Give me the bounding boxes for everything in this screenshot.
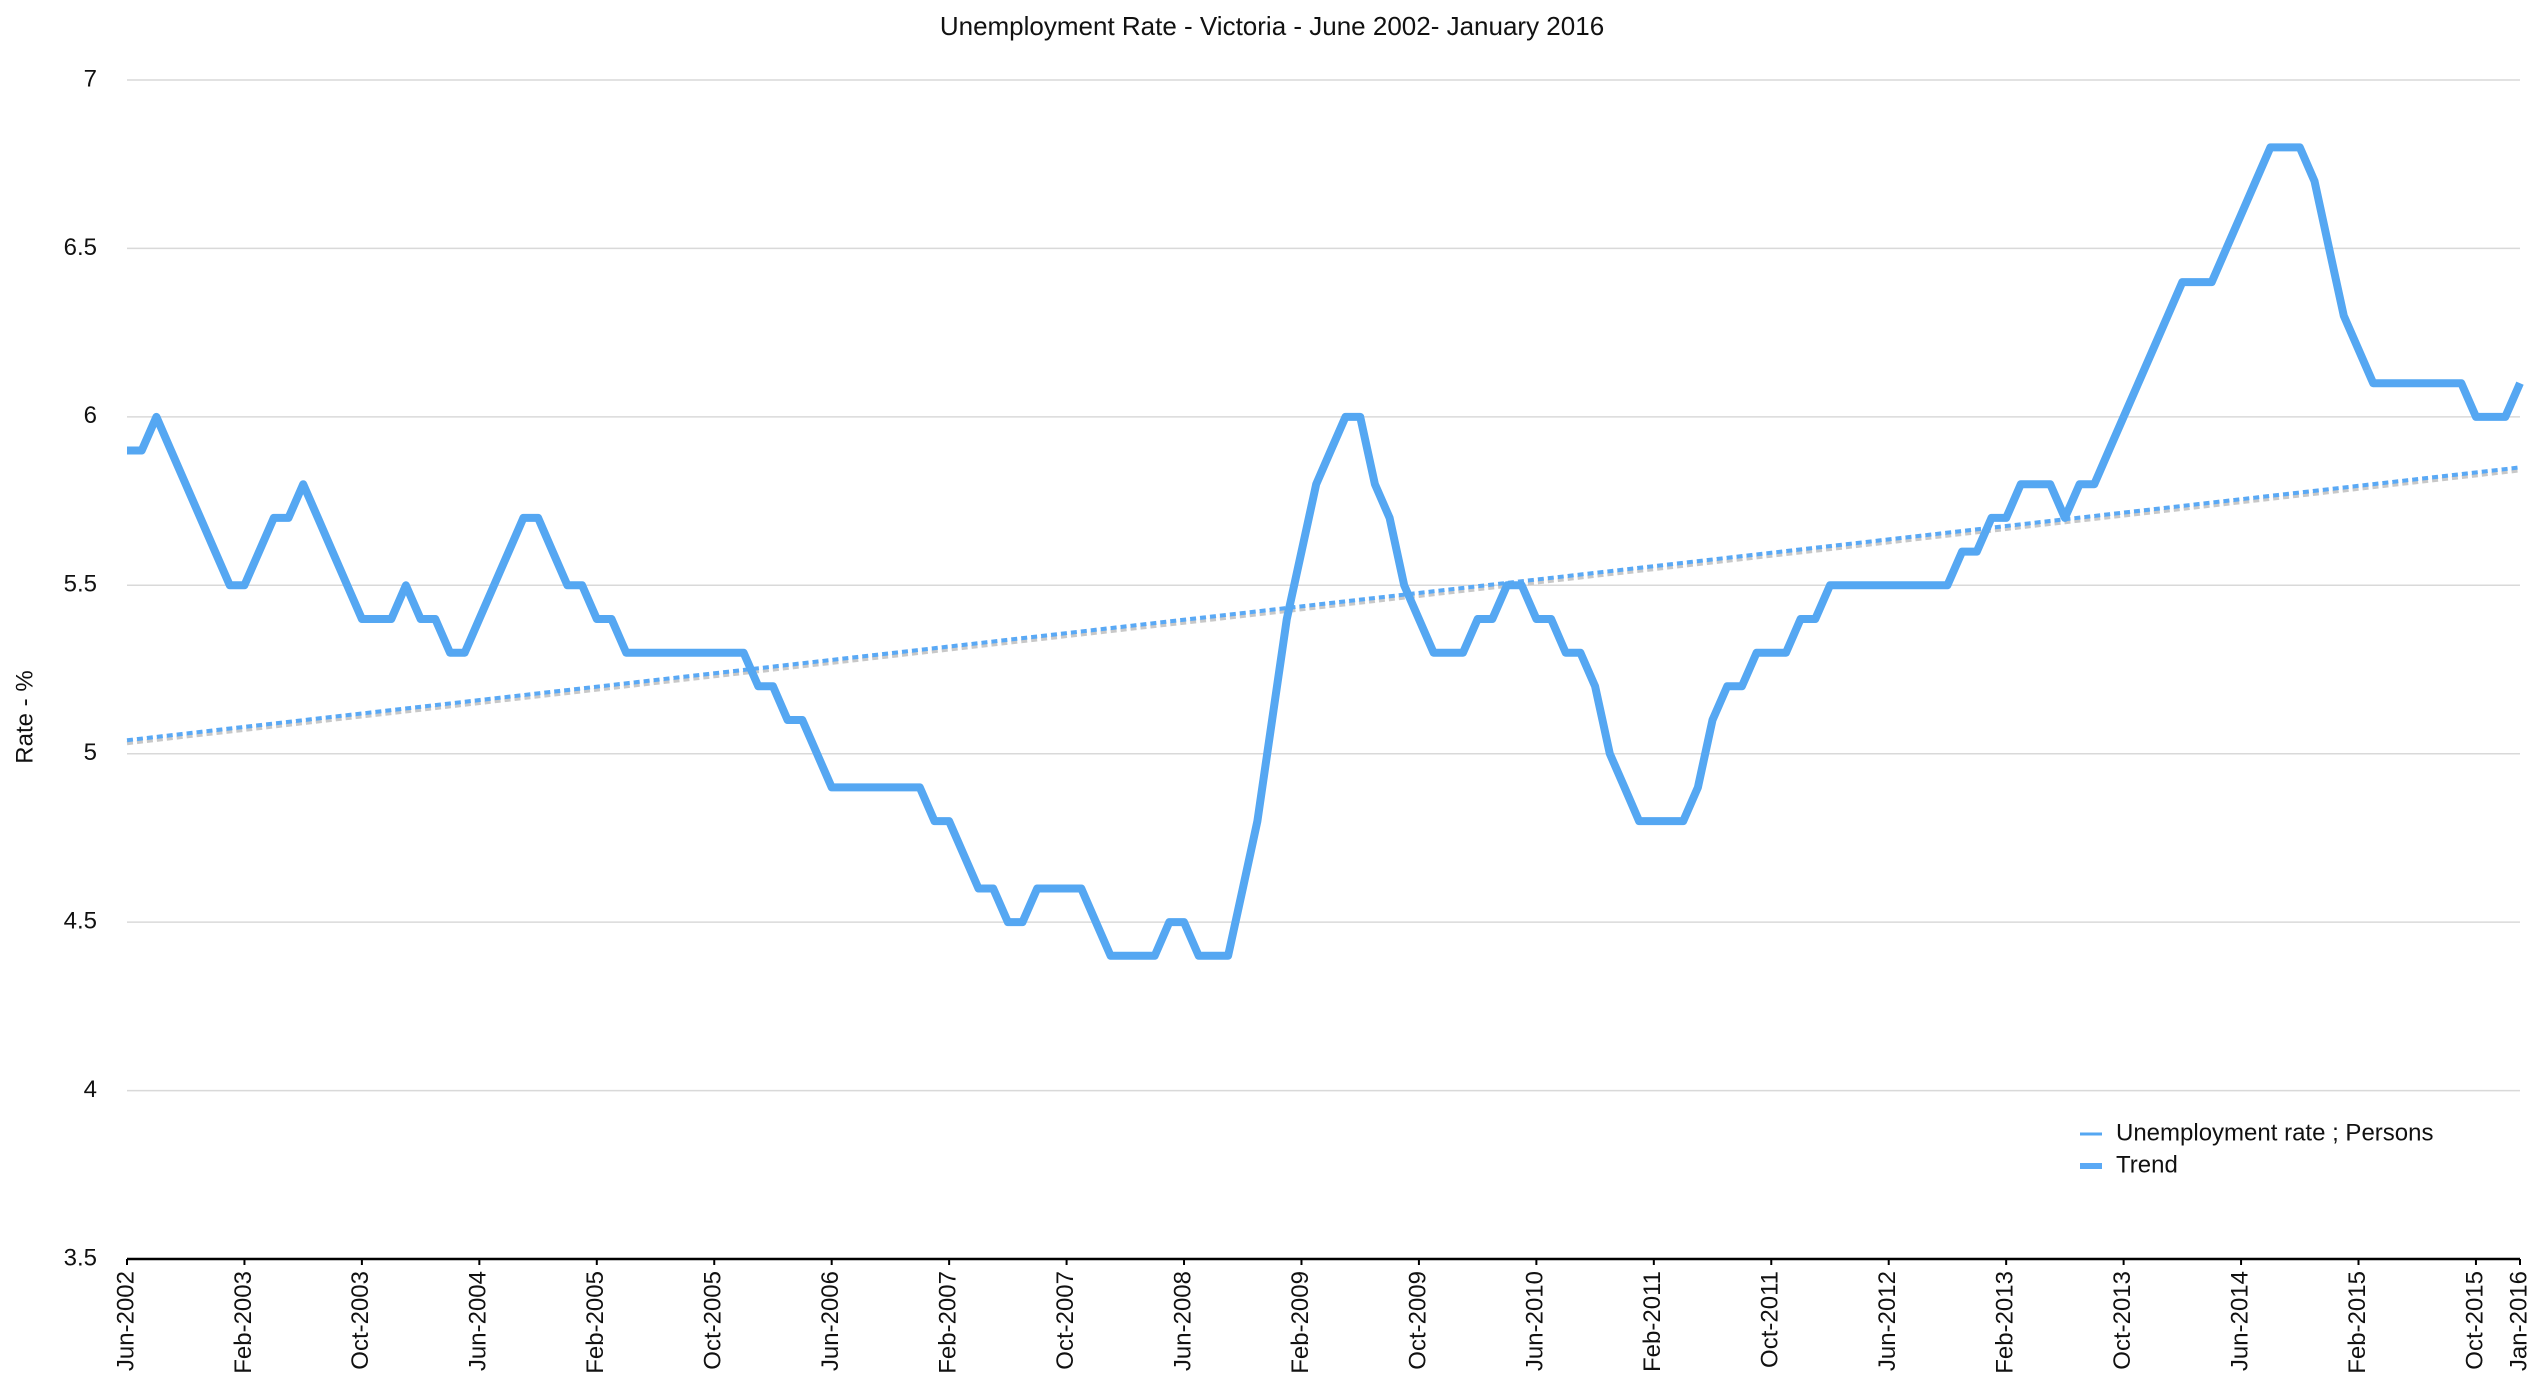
x-tick-label: Oct-2003 bbox=[347, 1271, 374, 1370]
x-tick-label: Jun-2014 bbox=[2226, 1271, 2253, 1371]
x-tick-label: Feb-2009 bbox=[1287, 1271, 1314, 1374]
legend-label: Trend bbox=[2116, 1151, 2178, 1178]
x-tick-label: Feb-2005 bbox=[582, 1271, 609, 1374]
x-tick-label: Feb-2013 bbox=[1992, 1271, 2019, 1374]
y-tick-label: 5 bbox=[84, 739, 97, 766]
x-tick-label: Feb-2007 bbox=[934, 1271, 961, 1374]
x-tick-label: Oct-2007 bbox=[1052, 1271, 1079, 1370]
y-tick-label: 3.5 bbox=[64, 1244, 97, 1271]
x-tick-label: Jun-2008 bbox=[1169, 1271, 1196, 1371]
x-tick-label: Jun-2002 bbox=[112, 1271, 139, 1371]
data-line bbox=[127, 143, 2524, 960]
y-tick-label: 6 bbox=[84, 402, 97, 429]
y-axis-label: Rate - % bbox=[11, 670, 38, 763]
x-tick-label: Jun-2012 bbox=[1874, 1271, 1901, 1371]
x-tick-label: Feb-2015 bbox=[2344, 1271, 2371, 1374]
legend-label: Unemployment rate ; Persons bbox=[2116, 1119, 2433, 1146]
x-tick-label: Jun-2010 bbox=[1522, 1271, 1549, 1371]
x-tick-label: Jun-2006 bbox=[817, 1271, 844, 1371]
x-tick-label: Oct-2015 bbox=[2461, 1271, 2488, 1370]
x-tick-label: Jun-2004 bbox=[465, 1271, 492, 1371]
trend-shadow bbox=[126, 468, 2521, 746]
y-tick-label: 5.5 bbox=[64, 571, 97, 598]
y-tick-label: 4 bbox=[84, 1076, 97, 1103]
x-tick-label: Oct-2013 bbox=[2109, 1271, 2136, 1370]
x-tick-label: Feb-2011 bbox=[1639, 1271, 1666, 1372]
y-tick-label: 4.5 bbox=[64, 907, 97, 934]
y-tick-label: 6.5 bbox=[64, 234, 97, 261]
chart-title: Unemployment Rate - Victoria - June 2002… bbox=[940, 11, 1604, 41]
trend-line bbox=[126, 465, 2521, 743]
x-tick-label: Jan-2016 bbox=[2505, 1271, 2532, 1371]
x-tick-label: Oct-2009 bbox=[1404, 1271, 1431, 1370]
x-tick-label: Feb-2003 bbox=[230, 1271, 257, 1374]
x-tick-label: Oct-2005 bbox=[700, 1271, 727, 1370]
y-tick-label: 7 bbox=[84, 65, 97, 92]
x-tick-label: Oct-2011 bbox=[1757, 1271, 1784, 1368]
